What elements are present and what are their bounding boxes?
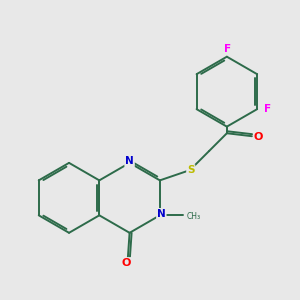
Text: F: F — [264, 104, 271, 114]
Text: O: O — [121, 258, 130, 268]
Text: N: N — [157, 209, 166, 219]
Text: N: N — [125, 156, 134, 167]
Text: F: F — [224, 44, 231, 54]
Text: CH₃: CH₃ — [187, 212, 201, 220]
Text: O: O — [254, 132, 263, 142]
Text: S: S — [187, 165, 194, 175]
